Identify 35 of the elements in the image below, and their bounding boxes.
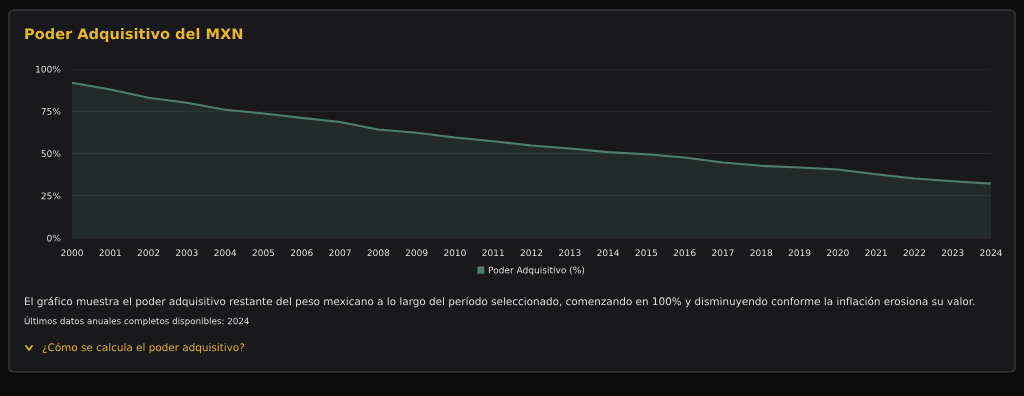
x-tick-label: 2003: [176, 249, 198, 257]
x-tick-label: 2009: [405, 249, 428, 257]
x-tick-label: 2006: [290, 249, 313, 257]
text: Últimos datos anuales completos disponibles: 2024: [24, 316, 249, 326]
x-tick-label: 2012: [520, 249, 543, 257]
x-tick-label: 2019: [788, 249, 811, 257]
x-tick-label: 2022: [903, 249, 925, 257]
x-tick-label: 2010: [444, 249, 466, 257]
y-tick-label: 25%: [41, 192, 61, 200]
x-tick-label: 2020: [827, 249, 849, 257]
chart-title: Poder Adquisitivo del MXN: [25, 27, 243, 43]
x-tick-label: 2000: [61, 249, 83, 257]
x-tick-label: 2002: [137, 249, 160, 257]
x-tick-label: 2011: [482, 249, 504, 257]
y-tick-label: 0%: [47, 234, 61, 242]
x-tick-label: 2001: [99, 249, 121, 257]
x-tick-label: 2015: [635, 249, 658, 257]
x-tick-label: 2008: [367, 249, 390, 257]
x-tick-label: 2016: [673, 249, 696, 257]
x-tick-label: 2023: [941, 249, 964, 257]
text: El gráfico muestra el poder adquisitivo restante del peso mexicano a lo largo del período seleccionado, comenzando en 100% y disminuyendo conforme la inflación erosiona su valor.: [25, 296, 975, 308]
x-tick-label: 2021: [865, 249, 887, 257]
x-tick-label: 2014: [597, 249, 620, 257]
x-tick-label: 2017: [712, 249, 734, 257]
x-tick-label: 2004: [214, 249, 237, 257]
y-tick-label: 50%: [41, 150, 61, 158]
text: ¿Cómo se calcula el poder adquisitivo?: [42, 342, 245, 354]
x-tick-label: 2013: [558, 249, 581, 257]
x-tick-label: 2024: [980, 249, 1002, 257]
y-tick-label: 100%: [36, 65, 61, 73]
x-tick-label: 2018: [750, 249, 773, 257]
y-tick-label: 75%: [41, 107, 61, 115]
x-tick-label: 2005: [252, 249, 275, 257]
x-tick-label: 2007: [329, 249, 351, 257]
legend-label: Poder Adquisitivo (%): [488, 266, 585, 276]
